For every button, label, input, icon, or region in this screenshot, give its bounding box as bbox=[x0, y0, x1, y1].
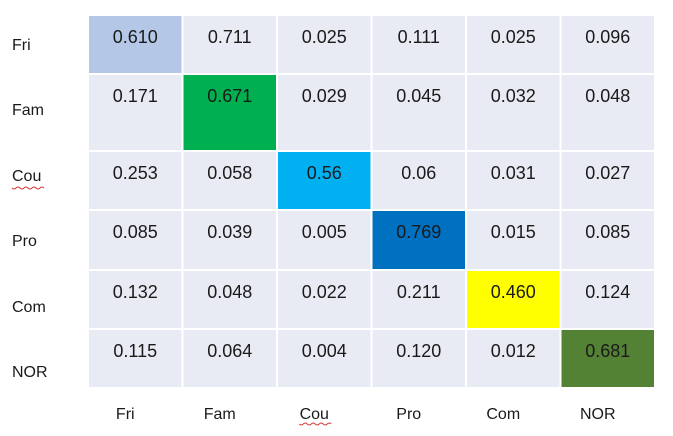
cell-pro-cou bbox=[276, 209, 373, 271]
col-label-fam: Fam bbox=[204, 406, 236, 423]
cell-value: 0.096 bbox=[585, 27, 630, 47]
cell-fri-fam bbox=[181, 14, 278, 75]
cell-value: 0.120 bbox=[396, 341, 441, 361]
cell-value: 0.132 bbox=[113, 282, 158, 302]
cell-value: 0.032 bbox=[491, 86, 536, 106]
cell-com-com bbox=[465, 269, 562, 330]
cell-nor-fri bbox=[87, 328, 184, 389]
cell-cou-nor bbox=[559, 150, 656, 211]
cell-value: 0.085 bbox=[113, 222, 158, 242]
cell-value: 0.005 bbox=[302, 222, 347, 242]
cell-com-cou bbox=[276, 269, 373, 330]
cell-value: 0.610 bbox=[113, 27, 158, 47]
cell-value: 0.671 bbox=[207, 86, 252, 106]
cell-value: 0.064 bbox=[207, 341, 252, 361]
cell-fam-fam bbox=[181, 73, 278, 152]
cell-pro-fri bbox=[87, 209, 184, 271]
row-label-com: Com bbox=[12, 299, 46, 316]
cell-value: 0.022 bbox=[302, 282, 347, 302]
cell-value: 0.460 bbox=[491, 282, 536, 302]
cell-fri-nor bbox=[559, 14, 656, 75]
cell-value: 0.111 bbox=[398, 27, 440, 47]
cell-value: 0.029 bbox=[302, 86, 347, 106]
cell-fam-pro bbox=[370, 73, 467, 152]
cell-value: 0.027 bbox=[585, 163, 630, 183]
cell-nor-nor bbox=[559, 328, 656, 389]
cell-value: 0.681 bbox=[585, 341, 630, 361]
cell-fri-fri bbox=[87, 14, 184, 75]
cell-value: 0.048 bbox=[207, 282, 252, 302]
cell-value: 0.045 bbox=[396, 86, 441, 106]
cell-value: 0.025 bbox=[302, 27, 347, 47]
cell-value: 0.171 bbox=[113, 86, 158, 106]
cell-value: 0.058 bbox=[207, 163, 252, 183]
cell-cou-com bbox=[465, 150, 562, 211]
cell-value: 0.012 bbox=[491, 341, 536, 361]
cell-value: 0.211 bbox=[397, 282, 441, 302]
col-label-fri: Fri bbox=[116, 406, 135, 423]
col-label-nor: NOR bbox=[580, 406, 616, 423]
cell-value: 0.025 bbox=[491, 27, 536, 47]
cell-value: 0.124 bbox=[585, 282, 630, 302]
cell-pro-com bbox=[465, 209, 562, 271]
cell-value: 0.048 bbox=[585, 86, 630, 106]
spellcheck-underline bbox=[11, 186, 45, 190]
row-label-fri: Fri bbox=[12, 37, 31, 54]
row-label-fam: Fam bbox=[12, 102, 44, 119]
col-label-pro: Pro bbox=[396, 406, 421, 423]
cell-value: 0.711 bbox=[208, 27, 252, 47]
cell-value: 0.115 bbox=[113, 341, 157, 361]
cell-value: 0.769 bbox=[396, 222, 441, 242]
row-label-pro: Pro bbox=[12, 233, 37, 250]
col-label-com: Com bbox=[486, 406, 520, 423]
row-label-nor: NOR bbox=[12, 364, 48, 381]
cell-value: 0.039 bbox=[207, 222, 252, 242]
cell-value: 0.56 bbox=[307, 163, 342, 183]
row-label-cou: Cou bbox=[12, 168, 41, 185]
spellcheck-underline bbox=[298, 422, 332, 426]
cell-nor-pro bbox=[370, 328, 467, 389]
cell-value: 0.085 bbox=[585, 222, 630, 242]
cell-nor-com bbox=[465, 328, 562, 389]
cell-cou-fam bbox=[181, 150, 278, 211]
cell-fam-nor bbox=[559, 73, 656, 152]
cell-pro-pro bbox=[370, 209, 467, 271]
cell-pro-fam bbox=[181, 209, 278, 271]
cell-com-pro bbox=[370, 269, 467, 330]
cell-pro-nor bbox=[559, 209, 656, 271]
cell-value: 0.004 bbox=[302, 341, 347, 361]
cell-com-nor bbox=[559, 269, 656, 330]
cell-value: 0.253 bbox=[113, 163, 158, 183]
cell-value: 0.031 bbox=[491, 163, 536, 183]
cell-value: 0.015 bbox=[491, 222, 536, 242]
cell-value: 0.06 bbox=[401, 163, 436, 183]
cell-cou-pro bbox=[370, 150, 467, 211]
col-label-cou: Cou bbox=[300, 406, 329, 423]
